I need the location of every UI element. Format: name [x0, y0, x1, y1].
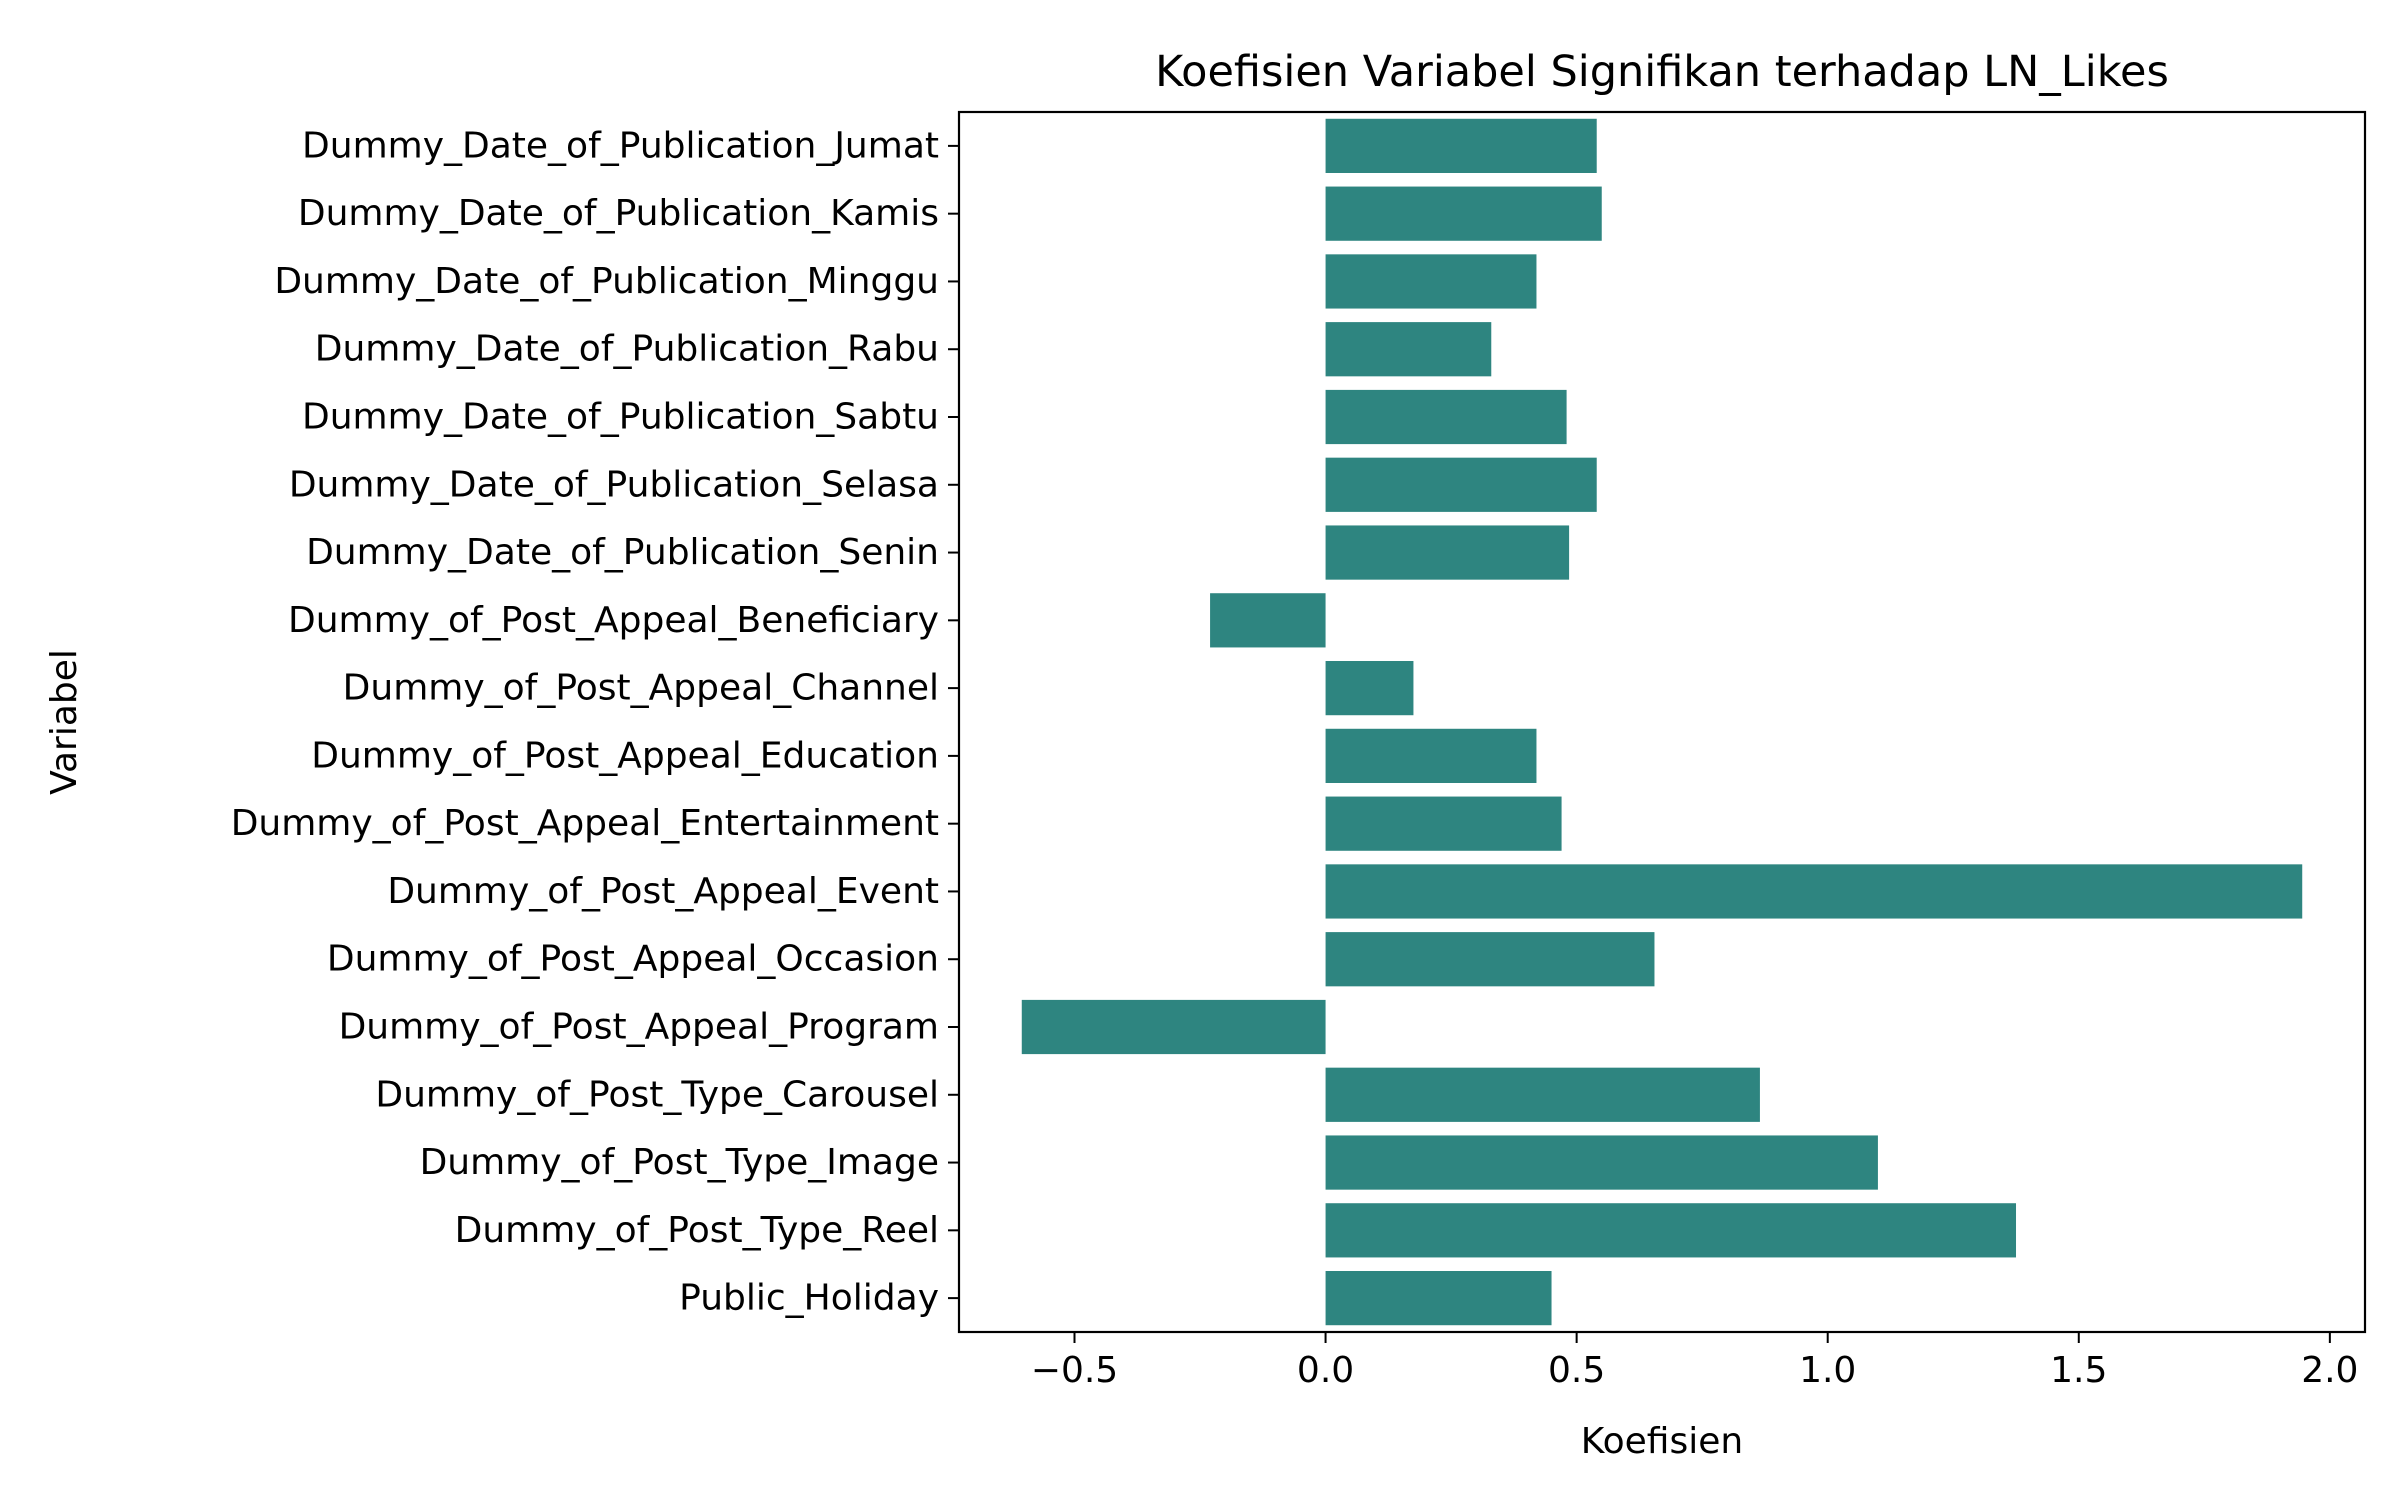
- bar-Dummy_of_Post_Appeal_Channel: [1325, 661, 1414, 716]
- bar-Dummy_of_Post_Appeal_Program: [1021, 999, 1326, 1055]
- bar-Dummy_of_Post_Appeal_Event: [1325, 864, 2303, 919]
- y-tick-label: Dummy_Date_of_Publication_Kamis: [298, 193, 939, 234]
- bar-Dummy_Date_of_Publication_Sabtu: [1325, 389, 1567, 445]
- x-tick-label: 1.5: [2050, 1350, 2107, 1391]
- bars-group: [1021, 118, 2303, 1326]
- bar-Public_Holiday: [1325, 1271, 1552, 1326]
- bar-Dummy_Date_of_Publication_Jumat: [1325, 118, 1597, 173]
- bar-Dummy_Date_of_Publication_Kamis: [1325, 186, 1602, 241]
- y-tick-label: Dummy_of_Post_Type_Carousel: [375, 1074, 939, 1115]
- y-tick-label: Dummy_Date_of_Publication_Senin: [306, 532, 939, 573]
- x-tick-label: 0.5: [1548, 1350, 1605, 1391]
- bar-Dummy_of_Post_Appeal_Occasion: [1325, 932, 1655, 987]
- bar-Dummy_of_Post_Appeal_Entertainment: [1325, 796, 1562, 851]
- bar-Dummy_of_Post_Type_Carousel: [1325, 1067, 1760, 1122]
- chart-title: Koefisien Variabel Signifikan terhadap L…: [1155, 47, 2169, 97]
- x-tick-label: 1.0: [1799, 1350, 1856, 1391]
- bar-Dummy_Date_of_Publication_Senin: [1325, 525, 1570, 580]
- plot-frame: [957, 110, 2367, 1334]
- y-axis-label: Variabel: [44, 649, 85, 795]
- y-tick-label: Dummy_of_Post_Appeal_Channel: [343, 668, 939, 709]
- bar-Dummy_of_Post_Appeal_Beneficiary: [1210, 593, 1326, 648]
- y-tick-label: Dummy_of_Post_Appeal_Entertainment: [231, 803, 939, 844]
- y-tick-label: Dummy_Date_of_Publication_Minggu: [274, 261, 939, 302]
- y-tick-label: Dummy_of_Post_Appeal_Education: [311, 735, 939, 776]
- bar-Dummy_of_Post_Type_Image: [1325, 1135, 1878, 1190]
- x-tick-label: 2.0: [2301, 1350, 2358, 1391]
- bar-Dummy_of_Post_Type_Reel: [1325, 1203, 2017, 1258]
- y-tick-label: Dummy_of_Post_Appeal_Beneficiary: [288, 600, 939, 641]
- y-tick-label: Dummy_of_Post_Appeal_Program: [339, 1007, 939, 1048]
- x-axis-label: Koefisien: [1581, 1421, 1743, 1462]
- x-tick-label: −0.5: [1031, 1350, 1118, 1391]
- y-tick-label: Dummy_Date_of_Publication_Sabtu: [302, 397, 939, 438]
- y-tick-label: Dummy_Date_of_Publication_Selasa: [289, 464, 939, 505]
- bar-Dummy_of_Post_Appeal_Education: [1325, 728, 1537, 783]
- x-tick-label: 0.0: [1297, 1350, 1354, 1391]
- y-tick-label: Dummy_Date_of_Publication_Jumat: [302, 125, 939, 166]
- y-tick-label: Dummy_of_Post_Appeal_Occasion: [327, 939, 939, 980]
- y-tick-label: Dummy_of_Post_Type_Reel: [455, 1210, 939, 1251]
- bar-Dummy_Date_of_Publication_Rabu: [1325, 322, 1492, 377]
- y-axis-ticks: Dummy_Date_of_Publication_Jumat Dummy_Dat…: [231, 125, 959, 1319]
- bar-Dummy_Date_of_Publication_Minggu: [1325, 254, 1537, 309]
- bar-Dummy_Date_of_Publication_Selasa: [1325, 457, 1597, 512]
- y-tick-label: Dummy_of_Post_Appeal_Event: [387, 871, 939, 912]
- y-tick-label: Dummy_of_Post_Type_Image: [420, 1142, 939, 1183]
- y-tick-label: Public_Holiday: [679, 1278, 939, 1319]
- x-axis-ticks: −0.5 0.0 0.5 1.0 1.5 2.0: [1031, 1332, 2358, 1391]
- y-tick-label: Dummy_Date_of_Publication_Rabu: [315, 329, 939, 370]
